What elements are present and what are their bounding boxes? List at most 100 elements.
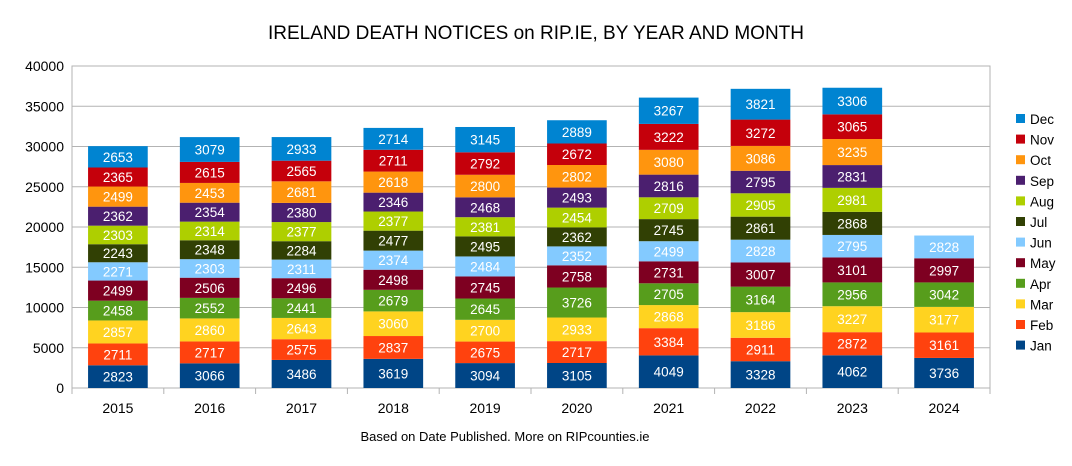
bar-segment-aug <box>179 221 240 241</box>
y-tick-label: 15000 <box>25 259 64 275</box>
x-tick-label: 2023 <box>837 400 868 416</box>
data-label: 2828 <box>745 244 775 259</box>
data-label: 2905 <box>745 198 775 213</box>
bar-segment-may <box>88 280 148 301</box>
bar-segment-may <box>363 269 424 290</box>
legend-swatch-jul <box>1016 217 1025 226</box>
x-axis: 2015 2016 2017 2018 2019 2020 2021 2022 2023 2024 <box>71 388 991 416</box>
x-tick-label: 2020 <box>561 400 592 416</box>
legend-label: May <box>1030 256 1056 271</box>
data-label: 3105 <box>562 369 592 384</box>
bar-segment-oct <box>363 171 424 193</box>
bar-segment-sep <box>179 202 240 222</box>
x-tick-label: 2024 <box>929 400 960 416</box>
data-label: 3080 <box>654 155 684 170</box>
data-label: 3161 <box>929 338 959 353</box>
data-label: 4062 <box>837 365 867 380</box>
data-label: 2495 <box>470 239 500 254</box>
legend-label: Mar <box>1030 297 1054 312</box>
data-label: 3227 <box>837 312 867 327</box>
data-label: 2458 <box>103 304 133 319</box>
bar-segment-may <box>730 262 791 287</box>
bar-segment-oct <box>271 181 332 203</box>
data-label: 2802 <box>562 169 592 184</box>
bar-segment-jun <box>638 241 699 262</box>
data-label: 2271 <box>103 264 133 279</box>
bar-segment-jul <box>547 227 607 247</box>
legend-swatch-feb <box>1016 320 1025 329</box>
bar-segment-sep <box>822 165 883 188</box>
data-label: 2709 <box>654 201 684 216</box>
y-tick-label: 30000 <box>25 139 64 155</box>
bar-segment-nov <box>547 143 607 165</box>
bar-segment-oct <box>88 186 148 207</box>
bar-segment-aug <box>363 211 424 231</box>
bar-segment-jun <box>88 262 148 281</box>
data-label: 2956 <box>837 287 867 302</box>
bar-segment-nov <box>88 167 148 187</box>
bar-segment-dec <box>547 120 607 144</box>
data-label: 2365 <box>103 170 133 185</box>
y-axis: 0 5000 10000 15000 20000 25000 30000 35000 40000 <box>25 58 64 396</box>
data-label: 2377 <box>378 214 408 229</box>
bar-segment-mar <box>455 319 515 342</box>
bar-segment-jun <box>271 259 332 279</box>
bar-segment-aug <box>88 225 148 245</box>
data-label: 2861 <box>745 221 775 236</box>
bar-segment-aug <box>822 187 883 212</box>
data-label: 2314 <box>195 224 226 239</box>
bar-segment-feb <box>730 337 791 362</box>
data-label: 2477 <box>378 234 408 249</box>
data-label: 3619 <box>378 366 408 381</box>
legend-label: Sep <box>1030 174 1054 189</box>
data-label: 3306 <box>837 94 867 109</box>
bar-segment-dec <box>363 127 424 150</box>
bar-segment-aug <box>455 217 515 237</box>
bar-segment-apr <box>914 282 974 307</box>
bar-segment-jun <box>455 256 515 277</box>
bar-segment-sep <box>455 197 515 218</box>
bar-stack-2016: 3066 2717 2860 2552 2506 2303 2348 2314 2354 2453… <box>179 137 240 388</box>
bar-stack-2020: 3105 2717 2933 3726 2758 2352 2362 2454 2493 2802… <box>547 120 607 388</box>
data-label: 2468 <box>470 200 500 215</box>
legend-swatch-oct <box>1016 155 1025 165</box>
data-label: 2552 <box>195 301 225 316</box>
data-label: 3235 <box>837 145 867 160</box>
bar-segment-nov <box>179 161 240 183</box>
data-label: 2758 <box>562 269 592 284</box>
bar-segment-jan <box>179 363 240 388</box>
data-label: 2493 <box>562 191 592 206</box>
bar-segment-apr <box>822 282 883 307</box>
data-label: 2441 <box>286 301 316 316</box>
bar-segment-jan <box>363 358 424 388</box>
data-label: 2816 <box>654 179 684 194</box>
data-label: 3145 <box>470 133 500 148</box>
bar-segment-jan <box>638 355 699 388</box>
data-label: 2823 <box>103 370 133 385</box>
bar-segment-may <box>638 261 699 284</box>
data-label: 2717 <box>195 345 225 360</box>
data-label: 2795 <box>745 175 775 190</box>
legend-swatch-sep <box>1016 175 1025 185</box>
data-label: 3066 <box>195 369 225 384</box>
legend-label: Jul <box>1030 215 1047 230</box>
bar-segment-oct <box>730 145 791 171</box>
bar-segment-apr <box>730 286 791 313</box>
data-label: 2857 <box>103 325 133 340</box>
data-label: 2381 <box>470 220 500 235</box>
data-label: 2311 <box>287 262 316 277</box>
bar-segment-sep <box>547 187 607 208</box>
bar-segment-nov <box>455 152 515 175</box>
bar-segment-may <box>822 257 883 283</box>
bar-segment-apr <box>271 298 332 318</box>
data-label: 2705 <box>654 287 684 302</box>
bar-segment-jun <box>822 234 883 258</box>
data-label: 2714 <box>378 132 409 147</box>
data-label: 2565 <box>286 164 316 179</box>
data-label: 2499 <box>103 190 133 205</box>
legend-label: Jun <box>1030 236 1052 251</box>
bar-segment-apr <box>455 298 515 320</box>
bar-segment-sep <box>730 170 791 194</box>
bar-segment-apr <box>638 283 699 306</box>
data-label: 3328 <box>745 368 775 383</box>
